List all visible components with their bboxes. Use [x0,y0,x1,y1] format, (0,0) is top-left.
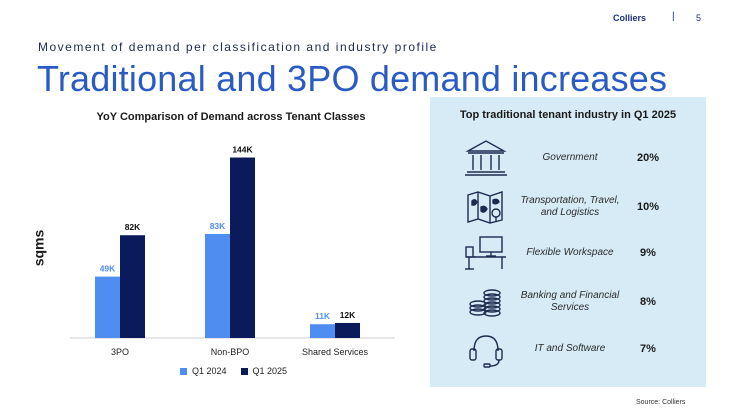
industry-label: Transportation, Travel, and Logistics [520,194,620,219]
industry-label: Banking and Financial Services [520,289,620,314]
bar-value-label: 144K [232,145,253,155]
industry-panel: Top traditional tenant industry in Q1 20… [430,97,706,387]
panel-title: Top traditional tenant industry in Q1 20… [459,109,677,121]
header-separator: | [672,11,675,22]
chart-title: YoY Comparison of Demand across Tenant C… [96,111,366,123]
legend-item-q1-2024: Q1 2024 [180,366,227,376]
source-note: Source: Colliers [636,399,686,406]
travel-map-icon [462,187,510,227]
page-subtitle: Movement of demand per classification an… [38,40,438,54]
bar [95,276,120,338]
industry-percent: 10% [636,201,660,213]
industry-percent: 20% [636,152,660,164]
industry-percent: 9% [640,247,656,259]
industry-row-transportation: Transportation, Travel, and Logistics 10… [430,187,706,227]
x-tick-label: Shared Services [302,347,369,357]
bar [335,322,360,338]
industry-row-banking: Banking and Financial Services 8% [430,282,706,322]
bar [120,235,145,338]
page-title: Traditional and 3PO demand increases [37,58,668,99]
industry-label: Flexible Workspace [526,246,614,258]
legend-swatch-q1-2025 [240,367,248,375]
bar [230,157,255,338]
bar-value-label: 12K [340,310,356,320]
coins-stack-icon [462,282,510,322]
office-desk-icon [462,233,510,273]
x-tick-label: Non-BPO [211,347,250,357]
industry-percent: 8% [640,296,656,308]
bar-value-label: 83K [210,221,226,231]
legend-swatch-q1-2024 [180,367,187,375]
industry-row-it-software: IT and Software 7% [430,329,706,369]
page-number: 5 [696,13,702,23]
bar [310,324,335,338]
industry-row-government: Government 20% [430,138,706,178]
government-building-icon [462,138,510,178]
bar [205,233,230,338]
bar-value-label: 49K [100,264,116,274]
bar-value-label: 11K [315,311,331,321]
legend-label-q1-2024: Q1 2024 [192,366,227,376]
headset-icon [462,329,510,369]
legend-label-q1-2025: Q1 2025 [252,366,288,376]
brand-logo: Colliers [613,13,647,23]
x-tick-label: 3PO [111,347,129,357]
industry-percent: 7% [640,343,656,355]
bar-value-label: 82K [125,222,141,232]
industry-row-flexible-workspace: Flexible Workspace 9% [430,233,706,273]
bar-chart: 49K 82K 3PO 83K 144K Non-BPO 11K 12K Shared Serv… [70,145,395,357]
industry-label: Government [542,151,598,163]
industry-label: IT and Software [534,342,606,354]
chart-legend: Q1 2024 Q1 2025 [180,366,287,376]
legend-item-q1-2025: Q1 2025 [240,366,288,376]
